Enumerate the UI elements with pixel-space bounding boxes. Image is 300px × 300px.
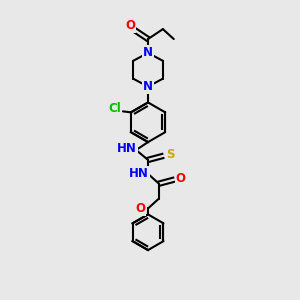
Text: O: O bbox=[135, 202, 145, 215]
Text: O: O bbox=[125, 19, 135, 32]
Text: HN: HN bbox=[129, 167, 149, 180]
Text: N: N bbox=[143, 80, 153, 93]
Text: N: N bbox=[143, 46, 153, 59]
Text: Cl: Cl bbox=[109, 102, 122, 115]
Text: HN: HN bbox=[117, 142, 137, 154]
Text: S: S bbox=[167, 148, 175, 161]
Text: O: O bbox=[176, 172, 186, 185]
